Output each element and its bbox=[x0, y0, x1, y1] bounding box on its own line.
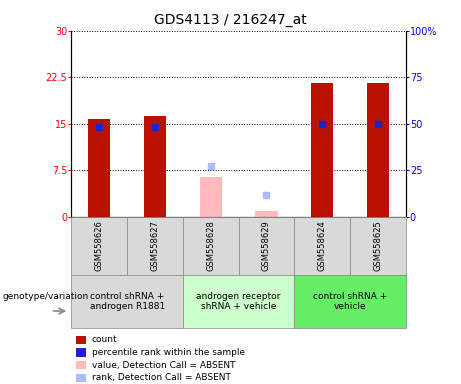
Text: control shRNA +
androgen R1881: control shRNA + androgen R1881 bbox=[89, 292, 165, 311]
Text: percentile rank within the sample: percentile rank within the sample bbox=[92, 348, 245, 357]
Point bbox=[263, 192, 270, 198]
Text: GSM558629: GSM558629 bbox=[262, 220, 271, 271]
Bar bbox=[88, 119, 111, 217]
Text: count: count bbox=[92, 335, 118, 344]
Point bbox=[207, 163, 214, 169]
Bar bbox=[144, 116, 166, 217]
Point bbox=[151, 124, 159, 130]
Bar bbox=[255, 211, 278, 217]
Text: value, Detection Call = ABSENT: value, Detection Call = ABSENT bbox=[92, 361, 235, 370]
Text: GDS4113 / 216247_at: GDS4113 / 216247_at bbox=[154, 13, 307, 27]
Bar bbox=[366, 83, 389, 217]
Text: GSM558627: GSM558627 bbox=[150, 220, 160, 271]
Text: genotype/variation: genotype/variation bbox=[2, 292, 89, 301]
Point bbox=[374, 121, 382, 127]
Text: control shRNA +
vehicle: control shRNA + vehicle bbox=[313, 292, 387, 311]
Text: GSM558625: GSM558625 bbox=[373, 220, 382, 271]
Bar bbox=[200, 177, 222, 217]
Text: GSM558624: GSM558624 bbox=[318, 220, 327, 271]
Text: GSM558628: GSM558628 bbox=[206, 220, 215, 271]
Text: GSM558626: GSM558626 bbox=[95, 220, 104, 271]
Text: rank, Detection Call = ABSENT: rank, Detection Call = ABSENT bbox=[92, 373, 230, 382]
Point bbox=[319, 121, 326, 127]
Text: androgen receptor
shRNA + vehicle: androgen receptor shRNA + vehicle bbox=[196, 292, 281, 311]
Bar bbox=[311, 83, 333, 217]
Point bbox=[95, 124, 103, 130]
